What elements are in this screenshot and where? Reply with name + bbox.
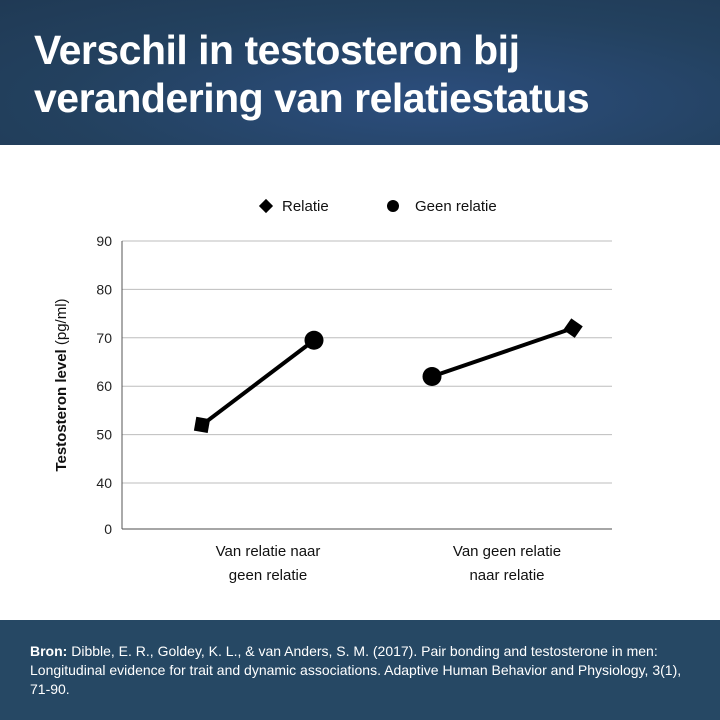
y-tick-label: 0 xyxy=(104,521,112,537)
legend-diamond-icon xyxy=(258,198,274,214)
data-point-geen-relatie xyxy=(304,330,324,350)
data-point-relatie xyxy=(563,318,583,338)
data-point-geen-relatie xyxy=(422,367,442,387)
source-text: Dibble, E. R., Goldey, K. L., & van Ande… xyxy=(30,643,682,697)
title-line-2: verandering van relatiestatus xyxy=(34,75,590,121)
x-category-label: naar relatie xyxy=(469,567,544,584)
legend-label: Geen relatie xyxy=(415,198,497,215)
title-line-1: Verschil in testosteron bij xyxy=(34,27,520,73)
source-label: Bron: xyxy=(30,643,68,659)
line-chart: 0 40 50 60 70 80 90 Testosteron level (pg/ml) Re… xyxy=(53,198,612,584)
y-tick-label: 40 xyxy=(96,475,112,491)
header-banner: Verschil in testosteron bij verandering v… xyxy=(0,0,720,145)
y-tick-label: 70 xyxy=(96,330,112,346)
y-tick-label: 90 xyxy=(96,233,112,249)
source-footer: Bron: Dibble, E. R., Goldey, K. L., & va… xyxy=(0,620,720,720)
x-category-label: Van geen relatie xyxy=(453,543,561,560)
x-category-label: Van relatie naar xyxy=(216,543,321,560)
y-tick-label: 50 xyxy=(96,427,112,443)
source-citation: Bron: Dibble, E. R., Goldey, K. L., & va… xyxy=(30,642,700,699)
data-point-relatie xyxy=(193,416,211,434)
x-category-label: geen relatie xyxy=(229,567,307,584)
series-line xyxy=(200,338,316,427)
legend-circle-icon xyxy=(387,200,399,212)
y-tick-label: 60 xyxy=(96,378,112,394)
y-axis-label: Testosteron level (pg/ml) xyxy=(53,298,70,471)
y-tick-label: 80 xyxy=(96,281,112,297)
page-title: Verschil in testosteron bij verandering v… xyxy=(34,26,590,122)
legend-label: Relatie xyxy=(282,198,329,215)
series-line xyxy=(431,326,574,379)
